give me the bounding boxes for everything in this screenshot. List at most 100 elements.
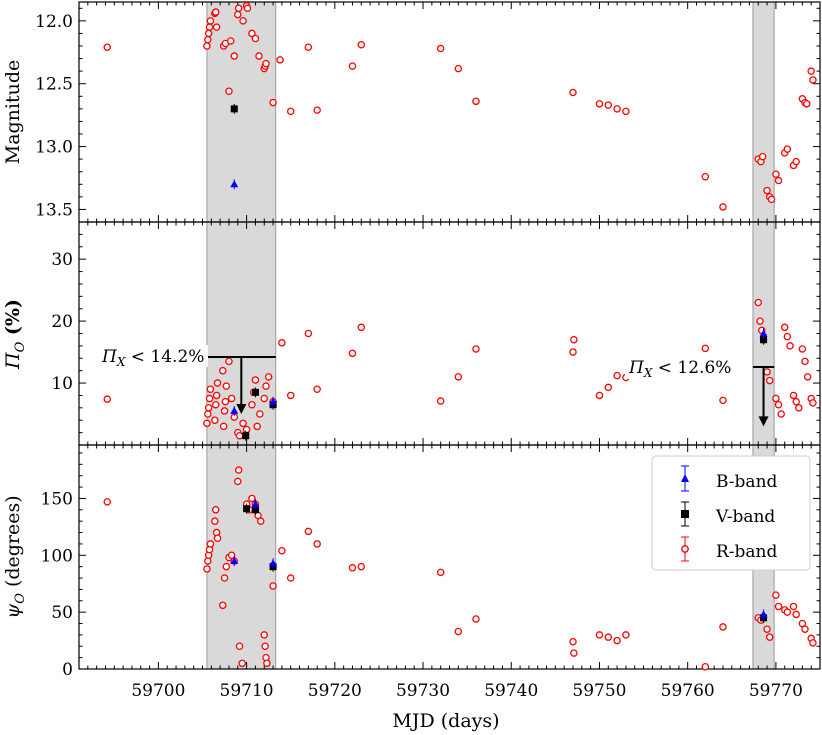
r-band-point bbox=[221, 397, 230, 406]
r-band-point bbox=[313, 106, 321, 114]
r-band-point bbox=[774, 176, 783, 185]
r-band-point bbox=[212, 23, 221, 31]
panel-frame-polarization bbox=[78, 221, 821, 446]
annotation-bg-2 bbox=[625, 357, 732, 379]
r-band-point bbox=[719, 396, 727, 405]
r-band-point bbox=[304, 527, 313, 536]
r-band-point bbox=[205, 23, 214, 31]
x-tick-label: 59700 bbox=[131, 681, 185, 701]
r-band-point bbox=[204, 404, 213, 412]
r-band-point bbox=[286, 391, 295, 400]
r-band-point bbox=[763, 625, 771, 633]
y-label-pi-sub: O bbox=[13, 341, 28, 352]
r-band-point bbox=[436, 568, 445, 577]
r-band-point bbox=[211, 400, 220, 409]
r-band-point bbox=[256, 410, 264, 418]
r-band-point bbox=[472, 615, 480, 623]
r-band-point bbox=[255, 52, 263, 60]
v-band-point bbox=[251, 388, 259, 396]
r-band-point bbox=[262, 382, 270, 390]
r-band-point bbox=[220, 574, 229, 582]
data-points bbox=[103, 2, 817, 671]
legend-marker-v-band bbox=[681, 501, 689, 527]
r-band-point bbox=[222, 562, 231, 571]
r-band-point bbox=[348, 62, 357, 70]
r-band-point bbox=[595, 100, 604, 108]
r-band-point bbox=[220, 407, 229, 415]
v-band-point bbox=[242, 432, 250, 440]
r-band-point bbox=[251, 34, 260, 43]
r-band-point bbox=[206, 17, 215, 25]
r-band-point bbox=[235, 431, 244, 440]
r-band-point bbox=[203, 565, 211, 573]
y-tick-label-magnitude: 12.5 bbox=[35, 75, 73, 95]
r-band-point bbox=[219, 601, 227, 610]
r-band-point bbox=[622, 107, 630, 116]
y-tick-label-polarization: 30 bbox=[51, 250, 73, 270]
r-band-point bbox=[242, 425, 251, 434]
r-band-point bbox=[774, 400, 783, 409]
r-band-point bbox=[203, 42, 211, 50]
r-band-point bbox=[701, 172, 710, 181]
r-band-point bbox=[239, 419, 247, 428]
r-band-point bbox=[798, 345, 807, 353]
r-band-point bbox=[234, 4, 243, 13]
r-band-point bbox=[783, 332, 792, 341]
r-band-point bbox=[357, 323, 366, 332]
y-tick-label-magnitude: 12.0 bbox=[35, 12, 73, 32]
r-band-point bbox=[357, 562, 366, 571]
r-band-point bbox=[205, 394, 214, 403]
r-band-point bbox=[234, 466, 243, 474]
r-band-point bbox=[235, 642, 244, 651]
r-band-point bbox=[206, 385, 215, 393]
y-tick-label-angle: 0 bbox=[62, 660, 73, 680]
r-band-point bbox=[103, 395, 111, 403]
r-band-point bbox=[213, 534, 222, 542]
r-band-point bbox=[313, 385, 321, 393]
r-band-point bbox=[809, 639, 817, 647]
b-band-point bbox=[269, 397, 278, 405]
r-band-point bbox=[454, 373, 463, 381]
r-band-point bbox=[774, 602, 783, 611]
r-band-point bbox=[803, 100, 811, 108]
annotation-label-1: ΠX < 14.2% bbox=[98, 345, 208, 369]
b-band-point bbox=[230, 556, 239, 564]
r-band-point bbox=[765, 376, 774, 385]
b-band-point bbox=[230, 406, 239, 414]
r-band-point bbox=[313, 540, 321, 548]
r-band-point bbox=[767, 195, 776, 204]
r-band-point bbox=[206, 540, 215, 548]
r-band-point bbox=[269, 582, 277, 590]
y-label-pi: Π bbox=[2, 352, 24, 370]
r-band-point bbox=[789, 391, 798, 400]
r-band-point bbox=[260, 394, 268, 403]
annotation-bg-1 bbox=[98, 345, 208, 367]
r-band-point bbox=[569, 88, 577, 97]
r-band-point bbox=[604, 383, 613, 392]
r-band-point bbox=[772, 170, 780, 178]
y-label-pi-unit: (%) bbox=[2, 299, 24, 342]
v-band-point bbox=[230, 105, 238, 113]
y-label-psi-unit: (degrees) bbox=[2, 495, 24, 593]
r-band-point bbox=[243, 4, 252, 13]
r-band-point bbox=[248, 400, 256, 409]
r-band-point bbox=[278, 339, 286, 347]
panel-frame-magnitude bbox=[78, 1, 821, 223]
r-band-point bbox=[613, 371, 621, 380]
r-band-point bbox=[472, 97, 480, 106]
r-band-point bbox=[261, 642, 269, 651]
r-band-point bbox=[595, 391, 604, 400]
y-tick-label-polarization: 20 bbox=[51, 312, 73, 332]
r-band-point bbox=[604, 633, 613, 641]
r-band-point bbox=[226, 37, 235, 45]
y-axis-label-polarization: ΠO (%) bbox=[2, 299, 28, 370]
x-axis-label: MJD (days) bbox=[392, 710, 499, 732]
r-band-point bbox=[809, 399, 817, 407]
r-band-point bbox=[225, 87, 233, 96]
v-band-point bbox=[760, 336, 768, 344]
upper-limit-arrowhead-2 bbox=[758, 416, 769, 427]
r-band-point bbox=[230, 52, 239, 60]
r-band-point bbox=[613, 105, 621, 113]
r-band-point bbox=[792, 157, 800, 166]
r-band-point bbox=[803, 373, 812, 381]
